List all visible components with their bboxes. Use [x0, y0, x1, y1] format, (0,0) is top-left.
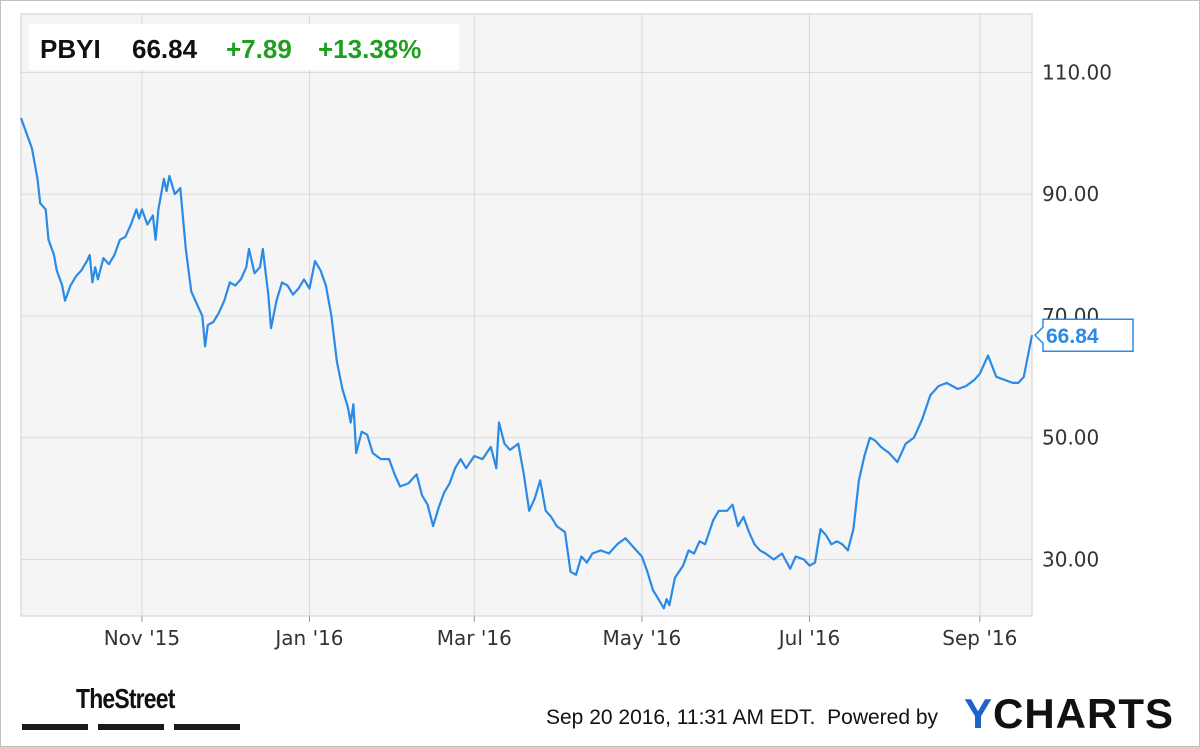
y-tick-label: 110.00: [1042, 60, 1112, 84]
gridlines: [21, 14, 1032, 616]
powered-by-text: Powered by: [827, 706, 939, 729]
y-tick-label: 30.00: [1042, 548, 1099, 572]
current-price: 66.84: [132, 34, 198, 64]
price-change: +7.89: [226, 34, 292, 64]
price-line: [19, 117, 1034, 610]
x-tick-label: Sep '16: [942, 626, 1017, 650]
x-tick-label: Jul '16: [777, 626, 840, 650]
x-tick-label: Jan '16: [273, 626, 343, 650]
plot-area: [20, 13, 1033, 617]
ycharts-logo-text: CHARTS: [993, 690, 1175, 737]
series-layer: [19, 117, 1034, 610]
last-value-label: 66.84: [1046, 325, 1099, 348]
thestreet-logo: TheStreet: [76, 683, 175, 714]
thestreet-logo-bar-3: [174, 724, 240, 730]
footer-timestamp: Sep 20 2016, 11:31 AM EDT. Powered by: [546, 706, 938, 730]
x-tick-label: May '16: [603, 626, 682, 650]
ycharts-logo-y: Y: [964, 690, 994, 737]
y-tick-label: 50.00: [1042, 426, 1099, 450]
x-tick-label: Mar '16: [437, 626, 512, 650]
price-change-percent: +13.38%: [318, 34, 421, 64]
ticker-symbol: PBYI: [40, 34, 101, 64]
last-value-callout: 66.84: [1033, 318, 1134, 352]
quote-header-box: [29, 24, 459, 70]
y-tick-label: 90.00: [1042, 182, 1099, 206]
ycharts-logo: YCHARTS: [964, 690, 1174, 738]
x-tick-label: Nov '15: [104, 626, 180, 650]
thestreet-logo-bar-2: [98, 724, 164, 730]
thestreet-logo-bar-1: [22, 724, 88, 730]
timestamp-text: Sep 20 2016, 11:31 AM EDT.: [546, 706, 816, 729]
